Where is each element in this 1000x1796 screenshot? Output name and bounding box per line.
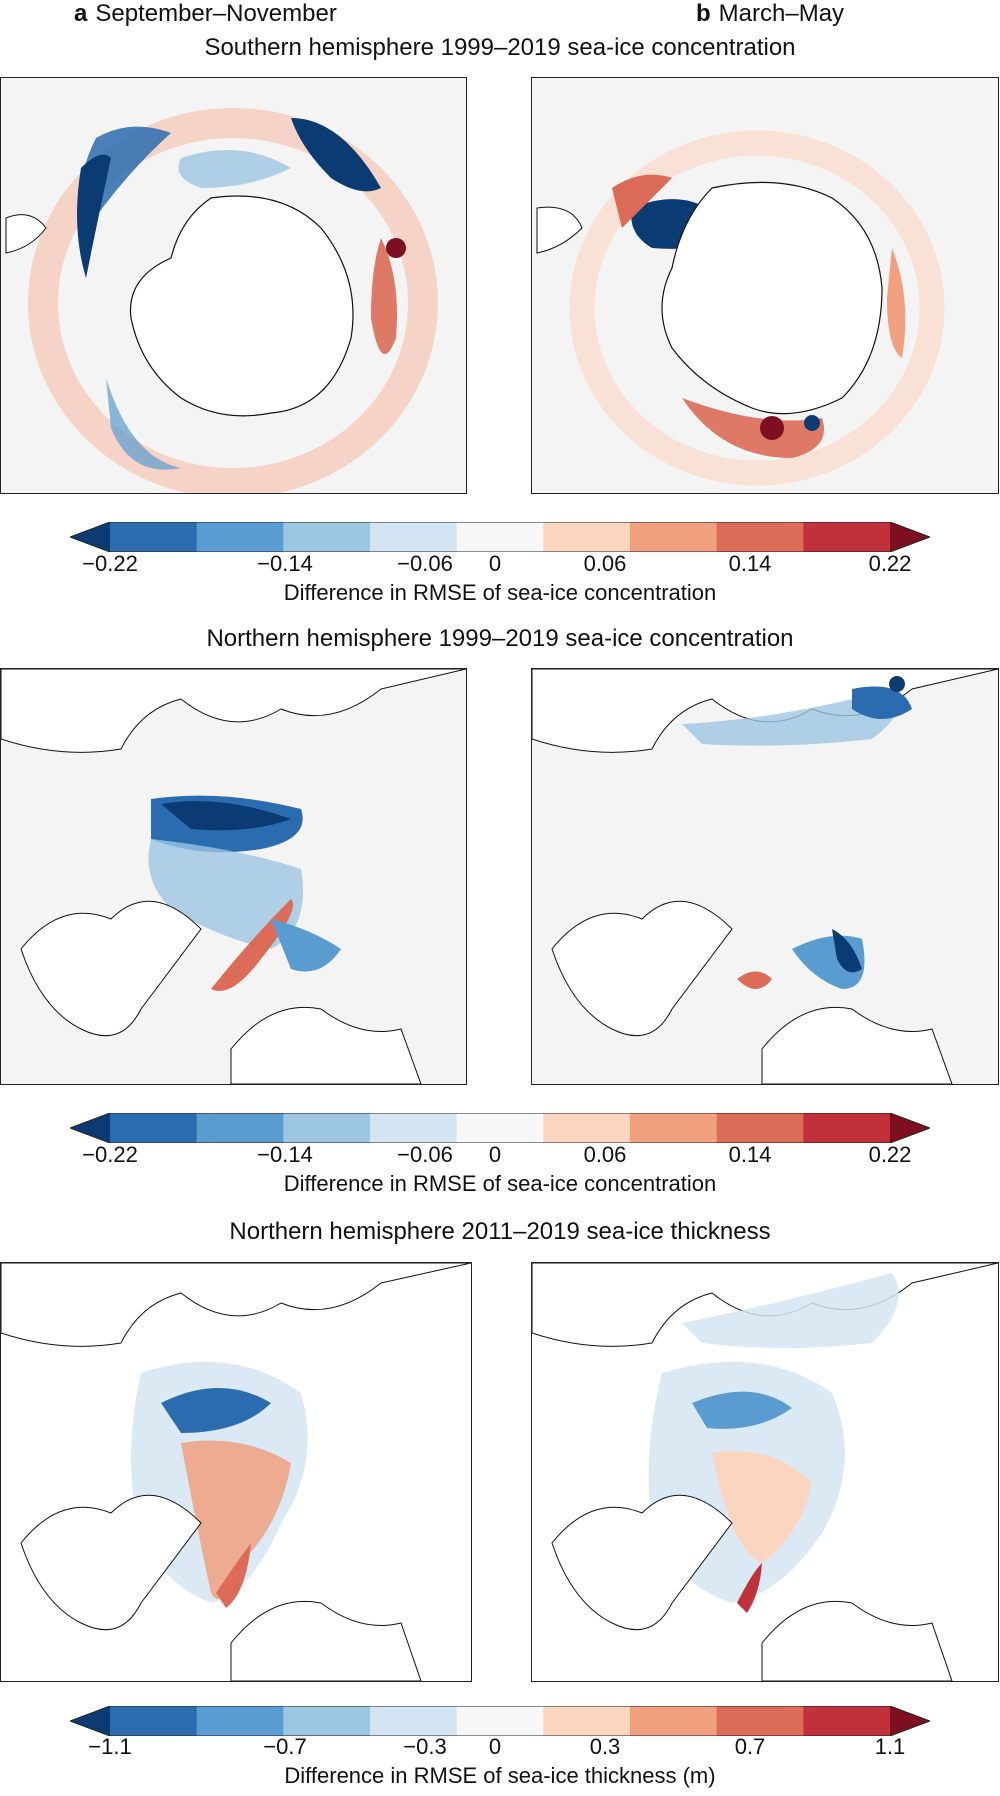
colorbar-swatch (890, 522, 930, 552)
colorbar-swatch (196, 1706, 284, 1736)
map-south-spring-plot (5, 108, 438, 493)
colorbar-1-tick: 0 (488, 551, 502, 576)
colorbar-1-ticks: −0.22 −0.14 −0.06 0 0.06 0.14 0.22 (70, 551, 930, 579)
colorbar-3-label: Difference in RMSE of sea-ice thickness … (284, 1763, 716, 1788)
colorbar-3-ticks: −1.1 −0.7 −0.3 0 0.3 0.7 1.1 (70, 1734, 930, 1762)
colorbar-2-tick: 0.06 (583, 1142, 627, 1167)
colorbar-swatch (110, 1706, 198, 1736)
colorbar-2-tick: −0.22 (82, 1142, 138, 1167)
colorbar-1-tick: −0.06 (397, 551, 453, 576)
map-north-conc-autumn-plot (1, 669, 466, 1084)
colorbar-swatch (196, 522, 284, 552)
colorbar-swatch (543, 1706, 631, 1736)
colorbar-swatch (70, 1706, 110, 1736)
panel-a-letter: a (74, 0, 88, 27)
colorbar-swatch (890, 1113, 930, 1143)
map-north-conc-spring (531, 668, 999, 1085)
colorbar-swatch (370, 522, 458, 552)
colorbar-swatch (803, 1706, 891, 1736)
colorbar-swatch (283, 1706, 371, 1736)
colorbar-swatch (456, 522, 544, 552)
colorbar-swatch (283, 522, 371, 552)
colorbar-2-ticks: −0.22 −0.14 −0.06 0 0.06 0.14 0.22 (70, 1142, 930, 1170)
colorbar-1-label: Difference in RMSE of sea-ice concentrat… (283, 580, 717, 605)
map-south-autumn (531, 77, 999, 494)
colorbar-2-tick: 0.22 (868, 1142, 912, 1167)
colorbar-1-tick: −0.14 (257, 551, 313, 576)
map-north-thick-autumn (0, 1262, 472, 1682)
colorbar-swatch (716, 1706, 804, 1736)
colorbar-swatch (456, 1706, 544, 1736)
colorbar-1-tick: 0.22 (868, 551, 912, 576)
colorbar-2-tick: 0 (488, 1142, 502, 1167)
map-north-thick-spring (531, 1262, 999, 1682)
colorbar-swatch (70, 1113, 110, 1143)
colorbar-swatch (630, 1706, 718, 1736)
colorbar-swatch (716, 522, 804, 552)
colorbar-2-tick: −0.14 (257, 1142, 313, 1167)
colorbar-3-tick: −0.3 (403, 1734, 447, 1759)
colorbar-swatch (70, 522, 110, 552)
map-south-autumn-plot (536, 130, 945, 486)
colorbar-swatch (890, 1706, 930, 1736)
colorbar-swatch (196, 1113, 284, 1143)
section-title-north-thickness: Northern hemisphere 2011–2019 sea-ice th… (229, 1218, 771, 1245)
colorbar-swatch (630, 522, 718, 552)
colorbar-3-tick: −0.7 (263, 1734, 307, 1759)
panel-b-season: March–May (718, 0, 845, 27)
colorbar-swatch (803, 522, 891, 552)
map-north-conc-spring-plot (532, 669, 998, 1084)
panel-a-header: a September–November (74, 0, 337, 28)
colorbar-swatch (543, 1113, 631, 1143)
colorbar-swatch (543, 522, 631, 552)
colorbar-swatch (456, 1113, 544, 1143)
map-north-thick-spring-plot (532, 1263, 998, 1681)
colorbar-1-tick: −0.22 (82, 551, 138, 576)
section-title-south-concentration: Southern hemisphere 1999–2019 sea-ice co… (204, 34, 796, 61)
panel-a-season: September–November (95, 0, 337, 27)
section-title-north-concentration: Northern hemisphere 1999–2019 sea-ice co… (206, 625, 794, 652)
colorbar-3-tick: 0 (488, 1734, 502, 1759)
colorbar-1-tick: 0.14 (728, 551, 772, 576)
colorbar-swatch (716, 1113, 804, 1143)
colorbar-swatch (110, 522, 198, 552)
panel-b-header: b March–May (696, 0, 844, 28)
colorbar-3-tick: 0.7 (734, 1734, 766, 1759)
colorbar-swatch (370, 1113, 458, 1143)
map-north-conc-autumn (0, 668, 467, 1085)
colorbar-swatch (110, 1113, 198, 1143)
colorbar-3 (70, 1706, 930, 1736)
colorbar-swatch (370, 1706, 458, 1736)
colorbar-swatch (283, 1113, 371, 1143)
colorbar-2-tick: −0.06 (397, 1142, 453, 1167)
colorbar-2-label: Difference in RMSE of sea-ice concentrat… (283, 1171, 717, 1196)
panel-b-letter: b (696, 0, 711, 27)
colorbar-2-tick: 0.14 (728, 1142, 772, 1167)
colorbar-swatch (630, 1113, 718, 1143)
colorbar-3-tick: 1.1 (874, 1734, 906, 1759)
colorbar-1-tick: 0.06 (583, 551, 627, 576)
colorbar-2 (70, 1113, 930, 1143)
map-north-thick-autumn-plot (1, 1263, 471, 1681)
map-south-spring (0, 77, 467, 494)
colorbar-3-tick: 0.3 (589, 1734, 621, 1759)
colorbar-swatch (803, 1113, 891, 1143)
colorbar-1 (70, 522, 930, 552)
colorbar-3-tick: −1.1 (88, 1734, 132, 1759)
